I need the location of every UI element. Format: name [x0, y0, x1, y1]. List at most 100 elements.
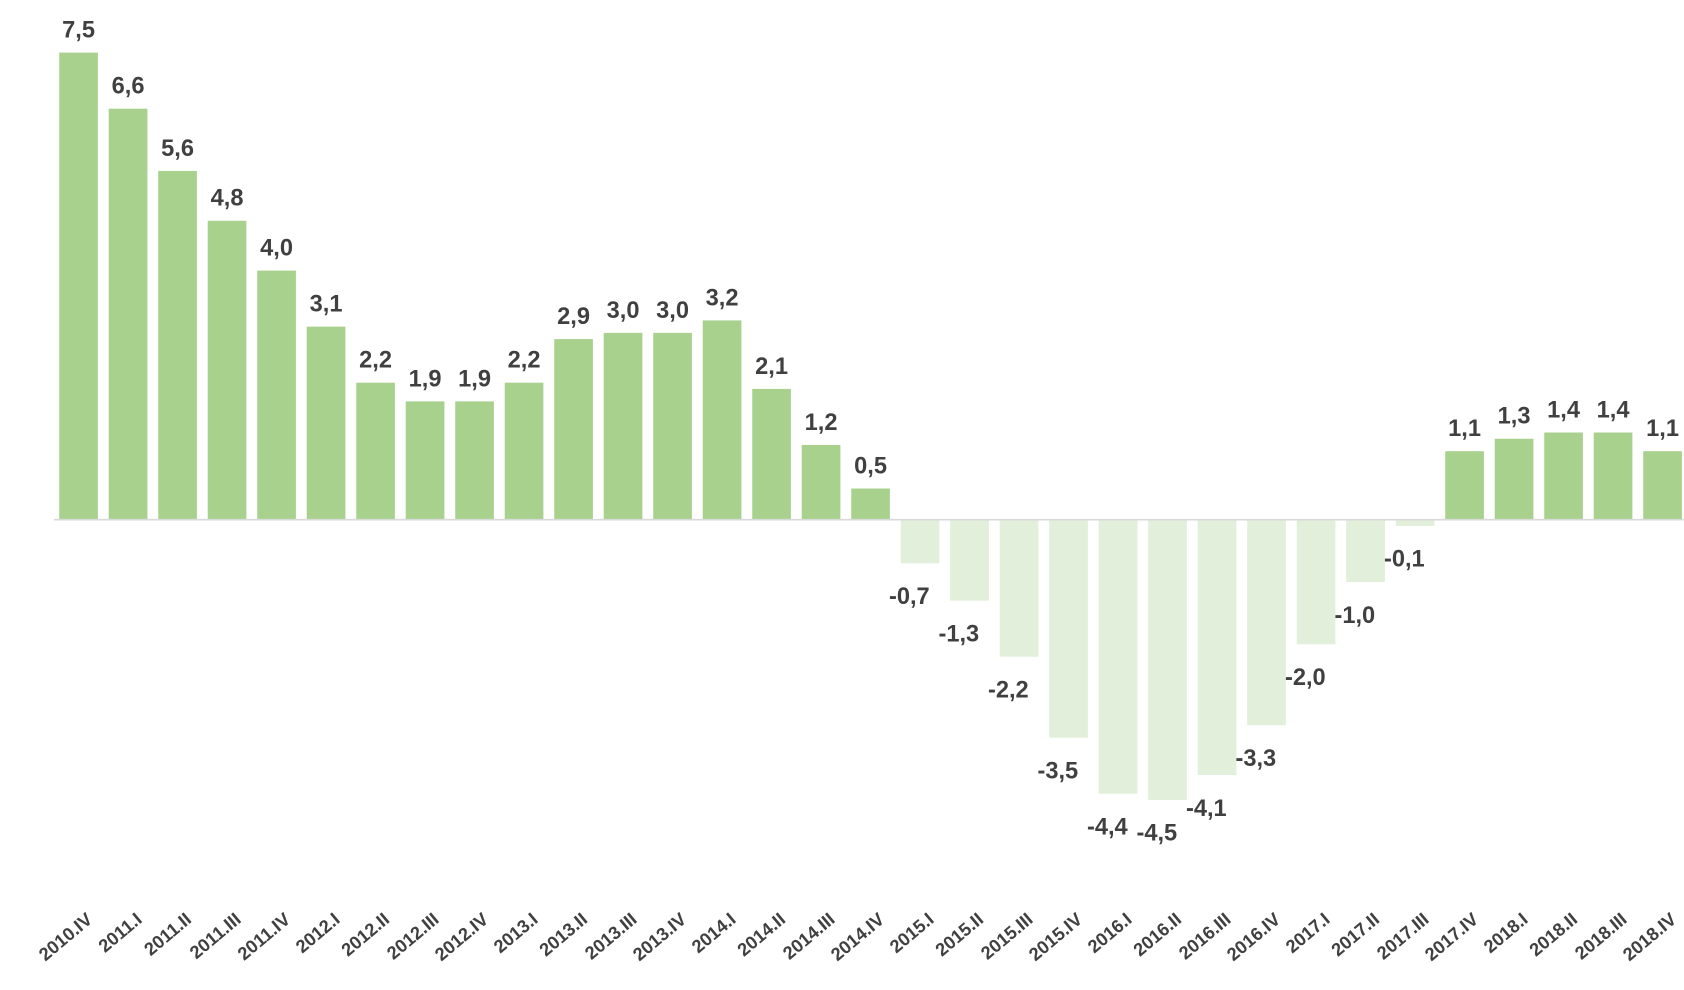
bar — [603, 332, 643, 520]
x-tick-label: 2014.IV — [826, 908, 888, 965]
x-tick-label: 2018.I — [1479, 908, 1531, 957]
x-tick-label: 2013.I — [489, 908, 541, 957]
x-tick-label: 2014.II — [733, 908, 789, 960]
x-tick-label: 2018.III — [1571, 908, 1631, 963]
bar — [158, 170, 197, 520]
value-label: 4,0 — [260, 236, 293, 262]
bar — [1593, 432, 1633, 520]
x-tick-label: 2018.IV — [1618, 908, 1680, 965]
x-tick-label: 2017.III — [1373, 908, 1433, 963]
x-tick-label: 2012.I — [291, 908, 343, 957]
value-label: 2,2 — [359, 348, 392, 374]
x-tick-label: 2012.II — [337, 908, 393, 960]
value-label: 1,9 — [409, 366, 442, 392]
bar — [653, 332, 692, 520]
bar — [851, 488, 890, 520]
bar — [752, 388, 791, 520]
x-tick-label: 2016.II — [1129, 908, 1185, 960]
value-label: 2,2 — [508, 348, 541, 374]
value-label: 5,6 — [161, 136, 194, 162]
x-tick-label: 2016.IV — [1222, 908, 1284, 965]
bar — [1296, 519, 1336, 645]
x-tick-label: 2011.II — [140, 908, 195, 959]
value-label: -3,3 — [1235, 746, 1276, 772]
bar — [455, 401, 494, 520]
bar — [108, 108, 148, 520]
value-label: 6,6 — [112, 74, 145, 100]
value-label: 1,3 — [1498, 404, 1531, 430]
x-tick-label: 2018.II — [1525, 908, 1581, 960]
x-tick-label: 2015.I — [885, 908, 937, 957]
bar — [1395, 519, 1435, 526]
x-tick-label: 2013.III — [581, 908, 641, 963]
value-label: 7,5 — [62, 18, 95, 44]
value-label: -0,7 — [889, 584, 930, 610]
x-tick-label: 2017.IV — [1420, 908, 1482, 965]
x-tick-label: 2015.IV — [1024, 908, 1086, 965]
x-tick-label: 2010.IV — [34, 908, 96, 965]
x-tick-label: 2013.II — [535, 908, 591, 960]
x-tick-label: 2011.I — [94, 908, 146, 956]
bar — [405, 401, 445, 520]
bar — [1494, 438, 1534, 520]
value-label: 2,1 — [755, 354, 788, 380]
bar — [1643, 451, 1682, 520]
bar — [900, 519, 940, 564]
value-label: -4,1 — [1186, 796, 1227, 822]
value-label: 1,9 — [458, 366, 491, 392]
bar — [1544, 432, 1583, 520]
value-label: -0,1 — [1384, 547, 1425, 573]
bar — [356, 382, 395, 520]
x-tick-label: 2016.III — [1175, 908, 1235, 963]
x-tick-label: 2011.IV — [233, 908, 295, 964]
bar — [1197, 519, 1237, 776]
value-label: -4,5 — [1136, 821, 1177, 847]
x-tick-label: 2015.III — [977, 908, 1037, 963]
value-label: 1,2 — [805, 410, 838, 436]
bar — [504, 382, 544, 520]
x-tick-label: 2016.I — [1083, 908, 1135, 957]
x-tick-label: 2012.IV — [430, 908, 492, 965]
value-label: 3,2 — [706, 285, 739, 311]
x-tick-label: 2013.IV — [628, 908, 690, 965]
bar — [702, 320, 742, 520]
bar — [257, 270, 296, 520]
bar — [1148, 519, 1187, 800]
bar — [1049, 519, 1088, 738]
x-tick-label: 2012.III — [383, 908, 443, 963]
bar — [1445, 451, 1484, 520]
value-label: 0,5 — [854, 454, 887, 480]
bar — [1247, 519, 1286, 726]
x-tick-label: 2014.III — [779, 908, 839, 963]
bar — [801, 444, 841, 520]
x-tick-label: 2017.II — [1327, 908, 1383, 960]
value-label: -1,0 — [1334, 603, 1375, 629]
value-label: -4,4 — [1087, 815, 1128, 841]
bar — [950, 519, 989, 601]
value-label: 1,4 — [1597, 397, 1630, 423]
x-tick-label: 2014.I — [687, 908, 739, 957]
value-label: -2,2 — [988, 678, 1029, 704]
value-label: -3,5 — [1037, 758, 1078, 784]
value-label: -2,0 — [1285, 665, 1326, 691]
value-label: 3,0 — [607, 298, 640, 324]
value-label: 4,8 — [211, 186, 244, 212]
value-label: 2,9 — [557, 304, 590, 330]
x-tick-label: 2015.II — [931, 908, 987, 960]
x-tick-label: 2011.III — [185, 908, 244, 963]
x-tick-label: 2017.I — [1281, 908, 1333, 957]
bar — [1098, 519, 1138, 794]
bar — [554, 339, 593, 520]
value-label: 1,4 — [1547, 397, 1580, 423]
bar — [306, 326, 346, 520]
bar — [1346, 519, 1385, 582]
value-label: -1,3 — [938, 621, 979, 647]
bar — [999, 519, 1039, 657]
value-label: 1,1 — [1646, 416, 1679, 442]
bar — [59, 52, 98, 520]
value-label: 3,0 — [656, 298, 689, 324]
value-label: 1,1 — [1448, 416, 1481, 442]
bar — [207, 220, 247, 520]
